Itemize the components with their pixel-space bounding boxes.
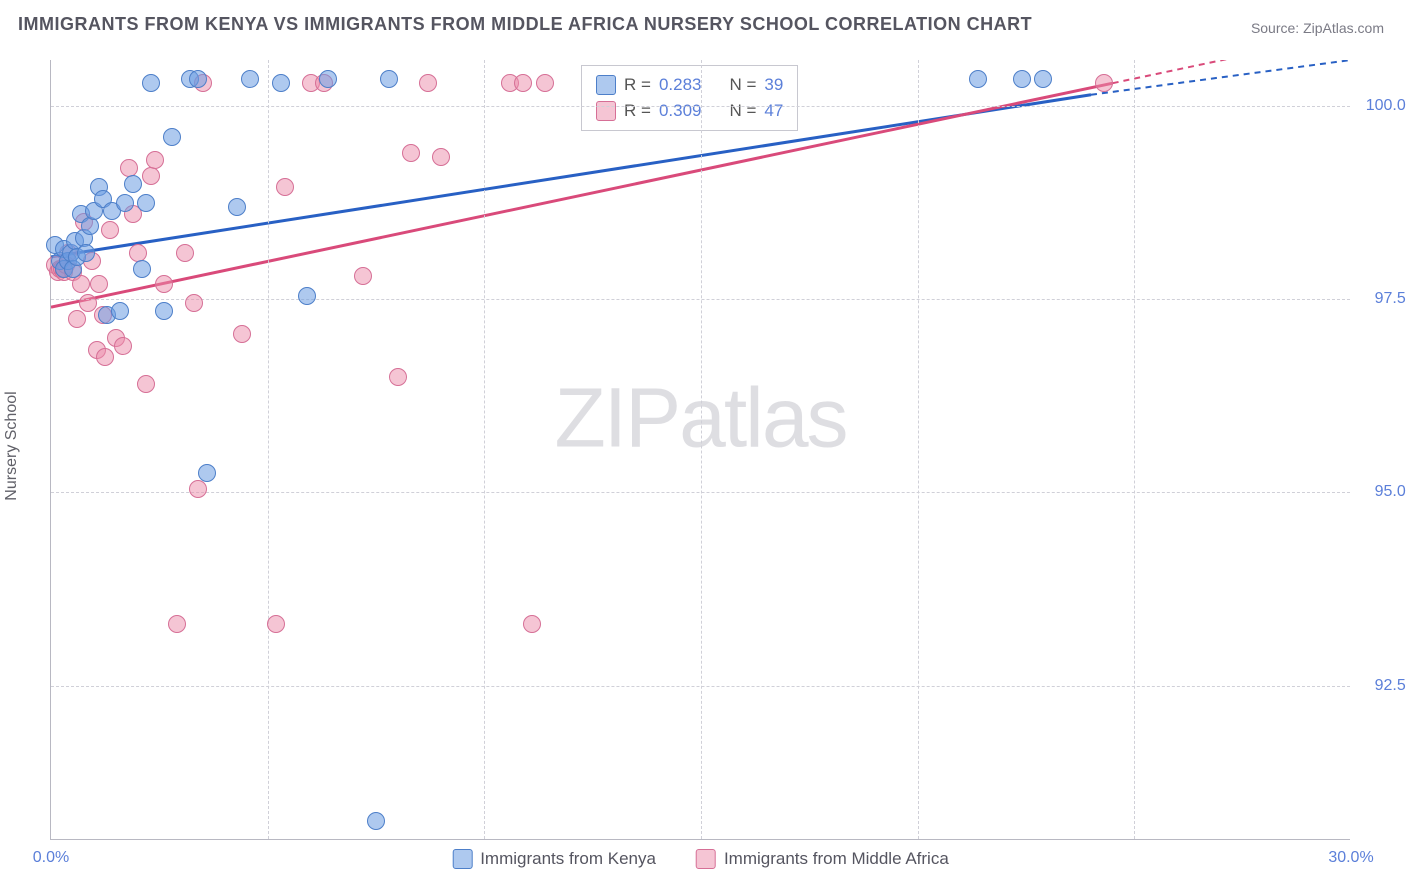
legend-label-kenya: Immigrants from Kenya [480, 849, 656, 869]
kenya-n-value: 39 [764, 75, 783, 95]
point-kenya [380, 70, 398, 88]
legend-label-mafrica: Immigrants from Middle Africa [724, 849, 949, 869]
point-kenya [77, 244, 95, 262]
point-kenya [116, 194, 134, 212]
point-kenya [155, 302, 173, 320]
mafrica-r-value: 0.309 [659, 101, 702, 121]
point-kenya [198, 464, 216, 482]
y-axis-label: Nursery School [3, 391, 21, 500]
point-mafrica [96, 348, 114, 366]
trendline-dash-mafrica [1113, 60, 1351, 83]
point-mafrica [514, 74, 532, 92]
watermark-bold: ZIP [554, 371, 679, 465]
swatch-mafrica-icon [596, 101, 616, 121]
point-kenya [319, 70, 337, 88]
gridline-v [1134, 60, 1135, 839]
point-kenya [241, 70, 259, 88]
point-kenya [133, 260, 151, 278]
point-mafrica [267, 615, 285, 633]
mafrica-n-value: 47 [764, 101, 783, 121]
point-kenya [969, 70, 987, 88]
y-tick-label: 100.0% [1366, 97, 1406, 115]
point-mafrica [402, 144, 420, 162]
point-mafrica [90, 275, 108, 293]
point-mafrica [276, 178, 294, 196]
point-kenya [163, 128, 181, 146]
plot-area: ZIPatlas R = 0.283 N = 39 R = 0.309 N = … [50, 60, 1350, 840]
swatch-mafrica-icon [696, 849, 716, 869]
point-mafrica [523, 615, 541, 633]
point-mafrica [1095, 74, 1113, 92]
point-mafrica [389, 368, 407, 386]
point-kenya [124, 175, 142, 193]
n-prefix: N = [729, 101, 756, 121]
swatch-kenya-icon [596, 75, 616, 95]
stats-row-kenya: R = 0.283 N = 39 [596, 72, 783, 98]
point-mafrica [354, 267, 372, 285]
source-text: Source: ZipAtlas.com [1251, 20, 1384, 36]
stats-row-mafrica: R = 0.309 N = 47 [596, 98, 783, 124]
point-kenya [189, 70, 207, 88]
kenya-r-value: 0.283 [659, 75, 702, 95]
series-legend: Immigrants from Kenya Immigrants from Mi… [452, 849, 949, 869]
point-kenya [367, 812, 385, 830]
trendline-dash-kenya [1091, 60, 1351, 95]
chart-title: IMMIGRANTS FROM KENYA VS IMMIGRANTS FROM… [18, 14, 1032, 35]
y-tick-label: 97.5% [1375, 290, 1406, 308]
point-mafrica [68, 310, 86, 328]
point-mafrica [176, 244, 194, 262]
gridline-v [918, 60, 919, 839]
point-mafrica [419, 74, 437, 92]
point-kenya [137, 194, 155, 212]
watermark-thin: atlas [679, 371, 846, 465]
gridline-v [701, 60, 702, 839]
point-mafrica [536, 74, 554, 92]
point-mafrica [137, 375, 155, 393]
point-mafrica [72, 275, 90, 293]
point-mafrica [114, 337, 132, 355]
point-mafrica [233, 325, 251, 343]
point-kenya [111, 302, 129, 320]
point-mafrica [101, 221, 119, 239]
point-kenya [272, 74, 290, 92]
y-tick-label: 92.5% [1375, 677, 1406, 695]
stats-legend: R = 0.283 N = 39 R = 0.309 N = 47 [581, 65, 798, 131]
n-prefix: N = [729, 75, 756, 95]
legend-item-kenya: Immigrants from Kenya [452, 849, 656, 869]
y-tick-label: 95.0% [1375, 483, 1406, 501]
point-kenya [1034, 70, 1052, 88]
r-prefix: R = [624, 75, 651, 95]
point-kenya [81, 217, 99, 235]
swatch-kenya-icon [452, 849, 472, 869]
gridline-v [484, 60, 485, 839]
r-prefix: R = [624, 101, 651, 121]
point-kenya [1013, 70, 1031, 88]
point-mafrica [142, 167, 160, 185]
x-tick-label: 30.0% [1328, 849, 1373, 867]
point-mafrica [185, 294, 203, 312]
point-mafrica [168, 615, 186, 633]
point-kenya [298, 287, 316, 305]
point-mafrica [146, 151, 164, 169]
point-mafrica [189, 480, 207, 498]
point-mafrica [155, 275, 173, 293]
trendline-kenya [51, 95, 1091, 257]
x-tick-label: 0.0% [33, 849, 69, 867]
gridline-v [268, 60, 269, 839]
point-kenya [142, 74, 160, 92]
legend-item-mafrica: Immigrants from Middle Africa [696, 849, 949, 869]
point-mafrica [432, 148, 450, 166]
point-kenya [228, 198, 246, 216]
